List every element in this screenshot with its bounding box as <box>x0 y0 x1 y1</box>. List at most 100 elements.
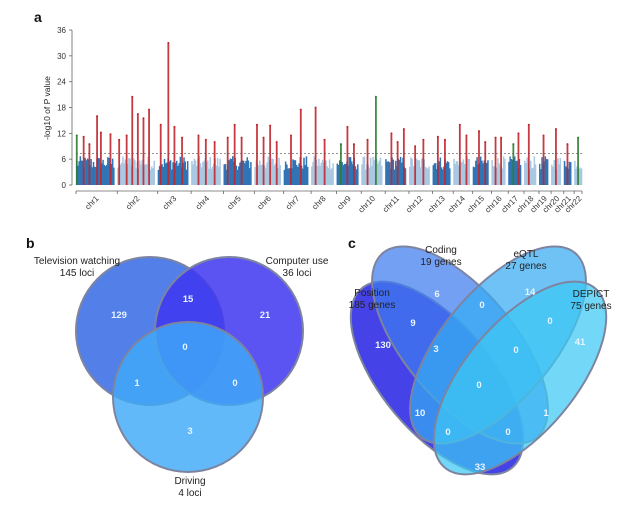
baseline-point-column <box>454 163 456 185</box>
baseline-point-column <box>579 167 582 185</box>
baseline-point-column <box>525 163 527 185</box>
baseline-point-column <box>257 165 260 185</box>
lead-snp-point <box>390 132 393 135</box>
baseline-point-column <box>427 168 429 185</box>
baseline-point-column <box>123 163 125 185</box>
baseline-point-column <box>174 162 177 185</box>
baseline-point-column <box>113 167 115 185</box>
baseline-point-column <box>134 160 136 185</box>
lead-snp-point <box>109 133 112 136</box>
lead-snp-point <box>75 134 78 137</box>
baseline-point-column <box>91 167 94 185</box>
lead-snp-point <box>226 136 229 139</box>
significant-locus-peak <box>542 135 545 185</box>
baseline-point-column <box>202 162 204 185</box>
venn-region-value: 6 <box>434 289 439 300</box>
baseline-point-column <box>533 156 536 185</box>
significant-locus-peak <box>262 137 265 185</box>
significant-locus-peak <box>375 96 377 185</box>
lead-snp-point <box>255 123 258 126</box>
baseline-point-column <box>446 161 449 185</box>
significant-locus-peak <box>233 124 236 185</box>
venn-set-count-eqtl: 27 genes <box>505 261 546 272</box>
baseline-point-column <box>510 159 513 185</box>
significant-locus-peak <box>256 124 258 185</box>
venn-region-value: 0 <box>182 342 187 353</box>
baseline-point-column <box>85 160 88 185</box>
lead-snp-point <box>275 140 278 143</box>
significant-locus-peak <box>275 141 278 185</box>
baseline-point-column <box>580 168 583 185</box>
baseline-point-column <box>274 163 277 185</box>
baseline-point-column <box>223 164 226 185</box>
significant-locus-peak <box>465 135 468 185</box>
baseline-point-column <box>120 162 123 185</box>
baseline-point-column <box>419 167 422 185</box>
significant-locus-peak <box>167 42 170 185</box>
baseline-point-column <box>440 167 443 185</box>
baseline-point-column <box>164 163 167 185</box>
significant-locus-peak <box>458 124 461 185</box>
baseline-point-column <box>558 164 560 185</box>
baseline-point-column <box>279 165 281 185</box>
baseline-point-column <box>552 166 554 185</box>
baseline-point-column <box>493 166 496 185</box>
baseline-point-column <box>266 162 268 185</box>
baseline-point-column <box>124 159 127 185</box>
baseline-point-column <box>546 159 549 185</box>
baseline-point-column <box>235 165 238 185</box>
venn-set-count-television-watching: 145 loci <box>60 268 94 279</box>
baseline-point-column <box>434 163 437 185</box>
baseline-point-column <box>485 162 488 185</box>
baseline-point-column <box>250 162 252 185</box>
significant-locus-peak <box>566 144 569 185</box>
baseline-point-column <box>81 160 84 185</box>
lead-snp-point <box>204 138 207 141</box>
baseline-point-column <box>540 169 542 185</box>
baseline-point-column <box>104 166 107 185</box>
baseline-point-column <box>501 168 504 185</box>
baseline-point-column <box>508 161 510 185</box>
baseline-point-column <box>297 166 299 185</box>
lead-snp-point <box>290 134 292 137</box>
venn-region-value: 1 <box>134 378 140 389</box>
venn-set-label-depict: DEPICT <box>573 289 610 300</box>
significant-locus-peak <box>109 134 112 185</box>
x-tick-label: chr16 <box>483 194 504 215</box>
baseline-point-column <box>292 159 294 185</box>
baseline-point-column <box>287 168 289 185</box>
significant-locus-peak <box>299 109 302 185</box>
venn-set-count-driving: 4 loci <box>178 488 201 499</box>
baseline-point-column <box>259 160 261 185</box>
baseline-point-column <box>193 158 196 185</box>
baseline-point-column <box>143 164 146 185</box>
baseline-point-column <box>130 165 133 185</box>
x-tick-label: chr15 <box>465 194 486 215</box>
baseline-point-column <box>163 158 166 185</box>
venn-region-value: 14 <box>525 287 536 298</box>
baseline-point-column <box>368 167 371 185</box>
significant-locus-peak <box>346 126 349 186</box>
baseline-point-column <box>86 158 89 185</box>
baseline-point-column <box>351 161 353 185</box>
baseline-point-column <box>438 161 440 185</box>
lead-snp-point <box>443 138 446 141</box>
y-tick-label: 24 <box>57 78 66 87</box>
baseline-point-column <box>209 157 212 185</box>
baseline-point-column <box>298 163 300 185</box>
baseline-point-column <box>194 160 197 185</box>
baseline-point-column <box>215 165 218 185</box>
venn-region-value: 0 <box>232 378 237 389</box>
baseline-point-column <box>439 157 442 185</box>
baseline-point-column <box>530 160 532 185</box>
baseline-point-column <box>476 157 478 185</box>
baseline-point-column <box>467 158 469 185</box>
baseline-point-column <box>565 166 567 185</box>
baseline-point-column <box>578 168 581 185</box>
baseline-point-column <box>111 158 114 185</box>
baseline-point-column <box>169 160 172 185</box>
venn-set-label-driving: Driving <box>174 476 205 487</box>
baseline-point-column <box>491 160 493 185</box>
significant-locus-peak <box>197 135 200 185</box>
baseline-point-column <box>496 167 498 185</box>
